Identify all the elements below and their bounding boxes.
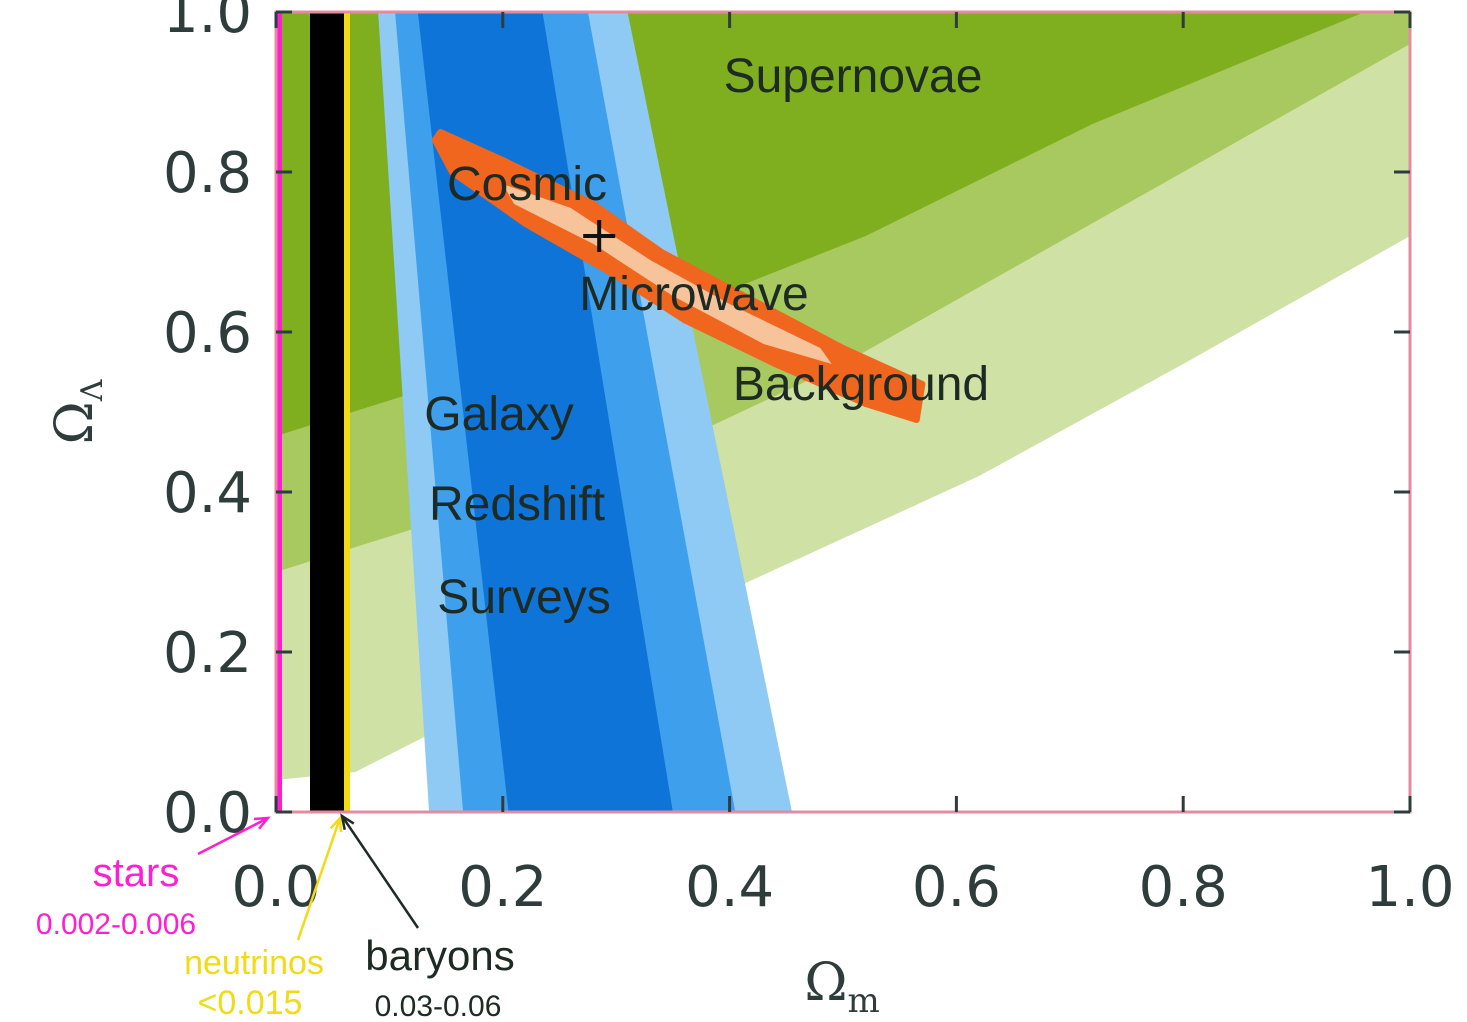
baryons-band	[310, 12, 344, 812]
best-fit-layer	[583, 220, 616, 252]
y-tick-label: 1.0	[163, 0, 252, 46]
cmb-region	[431, 129, 926, 423]
baryons-annotation: baryons 0.03-0.06	[340, 813, 515, 1022]
cmb-label: Background	[733, 358, 989, 411]
x-tick-label: 0.0	[231, 855, 320, 920]
galaxy-redshift-surveys-label: Galaxy	[424, 388, 573, 441]
neutrinos-pointer	[296, 817, 342, 941]
x-tick-label: 0.2	[458, 855, 547, 920]
x-tick-label: 0.4	[685, 855, 774, 920]
baryons-arrowhead	[340, 813, 355, 830]
neutrinos-annotation-text: <0.015	[198, 984, 303, 1022]
axis-titles: Ωm ΩΛ	[45, 379, 880, 1021]
cmb-1sigma-contour	[502, 184, 832, 364]
y-tick-label: 0.4	[163, 461, 252, 526]
supernovae-label: Supernovae	[724, 50, 983, 103]
baryons-pointer	[340, 815, 420, 929]
stars-pointer	[197, 816, 269, 856]
y-tick-label: 0.6	[163, 301, 252, 366]
density-bands	[277, 12, 350, 812]
x-tick-label: 0.6	[912, 855, 1001, 920]
stars-arrowhead	[253, 816, 271, 830]
y-tick-label: 0.8	[163, 141, 252, 206]
galaxy-redshift-surveys-region	[378, 12, 792, 812]
baryons-annotation-text: baryons	[365, 932, 514, 979]
neutrinos-band	[344, 12, 350, 812]
region-labels: Supernovae Galaxy Redshift Surveys Cosmic Mic…	[424, 50, 989, 624]
x-axis-title: Ωm	[804, 953, 879, 1021]
galaxy-redshift-surveys-1sigma-contour	[417, 12, 673, 812]
stars-annotation-text: stars	[93, 851, 180, 895]
best-fit-marker	[583, 220, 616, 252]
stars-annotation: stars 0.002-0.006	[36, 816, 271, 941]
stars-annotation-text: 0.002-0.006	[36, 908, 196, 941]
plot-frame	[274, 10, 1412, 814]
x-tick-label: 1.0	[1365, 855, 1454, 920]
cmb-label: Cosmic	[447, 158, 607, 211]
y-tick-label: 0.0	[163, 781, 252, 846]
x-tick-label: 0.8	[1139, 855, 1228, 920]
cmb-label: Microwave	[579, 268, 808, 321]
galaxy-redshift-surveys-label: Surveys	[437, 571, 610, 624]
confidence-regions	[276, 12, 1410, 812]
baryons-annotation-text: 0.03-0.06	[375, 990, 502, 1022]
neutrinos-arrowhead	[329, 814, 343, 833]
y-tick-label: 0.2	[163, 621, 252, 686]
stars-band	[277, 12, 282, 812]
y-axis-title: ΩΛ	[45, 379, 110, 444]
neutrinos-annotation-text: neutrinos	[184, 944, 324, 982]
neutrinos-annotation: neutrinos<0.015	[184, 814, 343, 1022]
axis-ticks: 0.0 0.2 0.4 0.6 0.8 1.0 0.0 0.2 0.4 0.6 0.8 1.0	[163, 0, 1455, 920]
galaxy-redshift-surveys-label: Redshift	[429, 478, 605, 531]
